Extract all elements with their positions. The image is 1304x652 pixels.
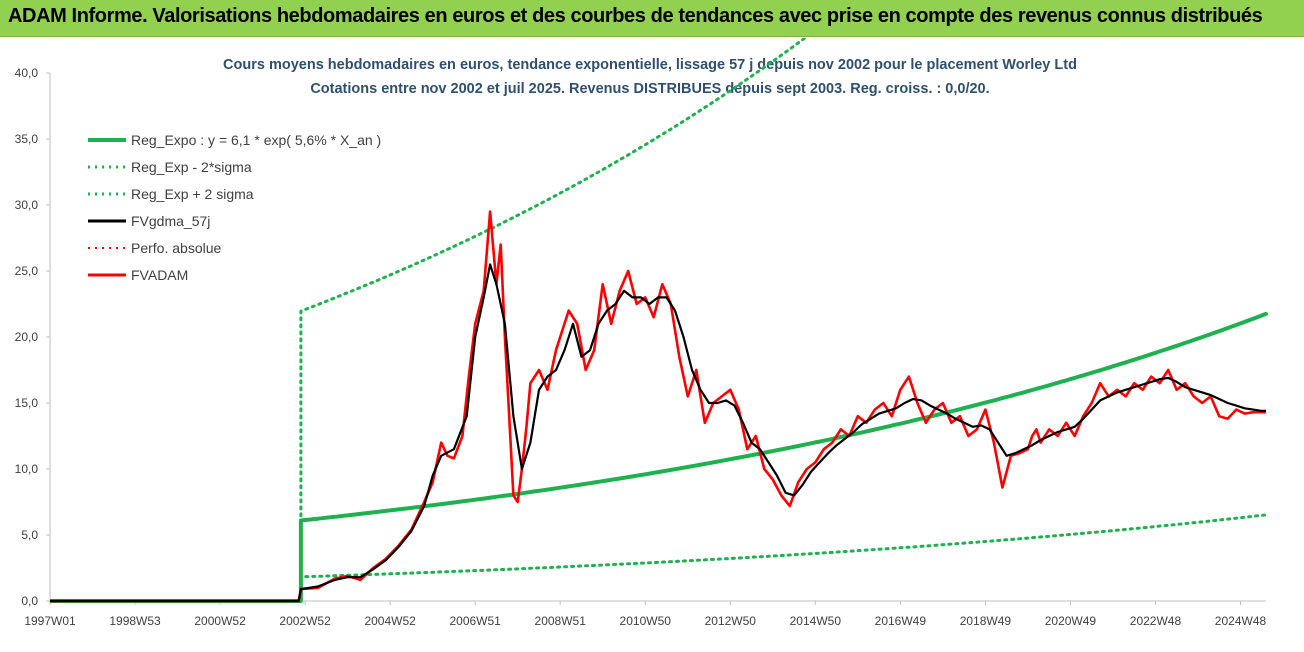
legend-label: Reg_Exp - 2*sigma: [131, 159, 252, 175]
x-tick-label: 2016W49: [875, 614, 927, 628]
legend-label: Reg_Expo : y = 6,1 * exp( 5,6% * X_an ): [131, 132, 381, 148]
fvgdma-57j-line: [50, 263, 1266, 603]
line-chart: Cours moyens hebdomadaires en euros, ten…: [15, 38, 1268, 628]
x-tick-label: 2022W48: [1130, 614, 1182, 628]
y-tick-label: 30,0: [15, 198, 39, 212]
y-tick-label: 0,0: [21, 594, 38, 608]
chart-area: Cours moyens hebdomadaires en euros, ten…: [0, 38, 1304, 652]
x-tick-label: 2008W51: [535, 614, 587, 628]
y-tick-label: 40,0: [15, 66, 39, 80]
reg-expo-line: [50, 311, 1268, 603]
y-tick-label: 5,0: [21, 528, 38, 542]
chart-subtitle-1: Cours moyens hebdomadaires en euros, ten…: [223, 57, 1077, 73]
x-tick-label: 2010W50: [620, 614, 672, 628]
x-tick-label: 2024W48: [1215, 614, 1267, 628]
x-tick-label: 2006W51: [449, 614, 501, 628]
y-tick-label: 15,0: [15, 396, 39, 410]
y-tick-label: 20,0: [15, 330, 39, 344]
x-tick-label: 2002W52: [279, 614, 331, 628]
x-tick-label: 2020W49: [1045, 614, 1097, 628]
x-tick-label: 2018W49: [960, 614, 1012, 628]
legend-label: Reg_Exp + 2 sigma: [131, 186, 254, 202]
reg-exp-plus-2sigma-line: [50, 38, 808, 603]
y-tick-label: 35,0: [15, 132, 39, 146]
legend-label: Perfo. absolue: [131, 240, 221, 256]
legend-label: FVADAM: [131, 267, 188, 283]
fvadam-line: [50, 210, 1266, 603]
x-tick-label: 2004W52: [364, 614, 416, 628]
page-title: ADAM Informe. Valorisations hebdomadaire…: [8, 5, 1263, 27]
legend-label: FVgdma_57j: [131, 213, 210, 229]
x-tick-label: 2012W50: [705, 614, 757, 628]
header-bar: ADAM Informe. Valorisations hebdomadaire…: [0, 0, 1304, 37]
x-tick-label: 1997W01: [24, 614, 76, 628]
x-tick-label: 2000W52: [194, 614, 246, 628]
chart-subtitle-2: Cotations entre nov 2002 et juil 2025. R…: [310, 81, 989, 97]
y-tick-label: 25,0: [15, 264, 39, 278]
x-tick-label: 1998W53: [109, 614, 161, 628]
y-tick-label: 10,0: [15, 462, 39, 476]
reg-exp-minus-2sigma-line: [50, 513, 1268, 603]
x-tick-label: 2014W50: [790, 614, 842, 628]
